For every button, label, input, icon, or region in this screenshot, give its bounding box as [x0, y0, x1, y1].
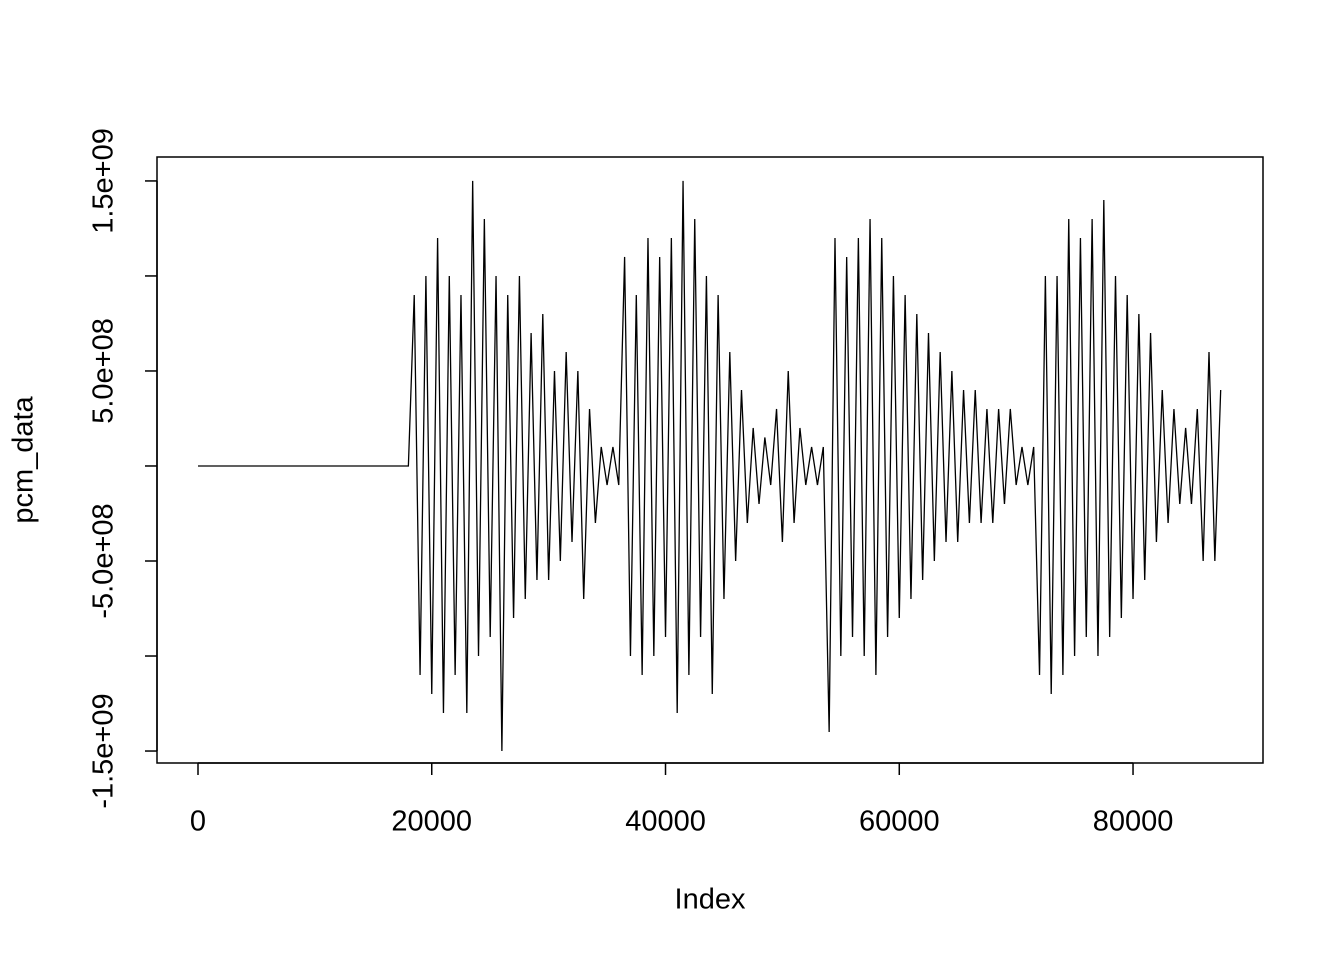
x-tick-label: 0 [190, 806, 206, 838]
waveform-line [198, 180, 1222, 752]
plot-box [156, 156, 1264, 764]
x-tick-label: 40000 [625, 806, 706, 838]
y-tick-label: -1.5e+09 [88, 693, 120, 808]
y-tick-label: -5.0e+08 [88, 503, 120, 618]
y-tick-label: 1.5e+09 [88, 128, 120, 234]
y-axis-label: pcm_data [8, 395, 40, 523]
y-tick-label: 5.0e+08 [88, 318, 120, 424]
x-tick-label: 60000 [859, 806, 940, 838]
x-tick-label: 80000 [1093, 806, 1174, 838]
x-axis-label: Index [675, 884, 746, 916]
x-tick-label: 20000 [391, 806, 472, 838]
